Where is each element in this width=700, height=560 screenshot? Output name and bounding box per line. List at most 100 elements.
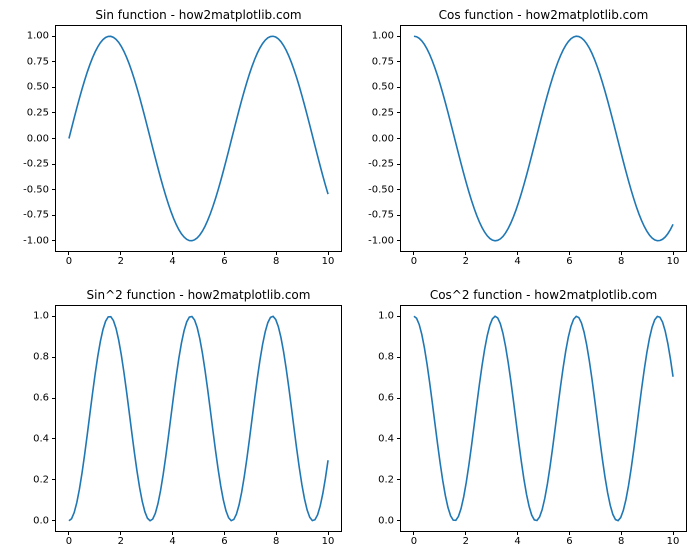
ytick-mark bbox=[52, 164, 56, 165]
line-cos bbox=[401, 26, 686, 251]
ytick-label: 1.00 bbox=[9, 31, 49, 42]
ytick-label: 0.25 bbox=[9, 107, 49, 118]
xtick-label: 10 bbox=[322, 536, 335, 547]
xtick-mark bbox=[224, 531, 225, 535]
xtick-mark bbox=[413, 531, 414, 535]
ytick-label: 0.0 bbox=[354, 515, 394, 526]
ytick-label: 1.0 bbox=[9, 311, 49, 322]
ytick-mark bbox=[52, 438, 56, 439]
xtick-label: 10 bbox=[667, 256, 680, 267]
ytick-label: 0.25 bbox=[354, 107, 394, 118]
ytick-mark bbox=[397, 398, 401, 399]
xtick-label: 8 bbox=[273, 256, 279, 267]
ytick-label: 0.8 bbox=[9, 352, 49, 363]
ytick-mark bbox=[397, 316, 401, 317]
ytick-label: -1.00 bbox=[9, 235, 49, 246]
xtick-mark bbox=[120, 251, 121, 255]
ytick-label: -0.75 bbox=[9, 210, 49, 221]
ytick-mark bbox=[397, 87, 401, 88]
ytick-mark bbox=[52, 138, 56, 139]
xtick-label: 8 bbox=[273, 536, 279, 547]
plot-area-cos: Cos function - how2matplotlib.com 024681… bbox=[400, 25, 687, 252]
ytick-label: 0.50 bbox=[9, 82, 49, 93]
ytick-label: -0.25 bbox=[9, 159, 49, 170]
ytick-label: -0.50 bbox=[354, 184, 394, 195]
ytick-label: 1.0 bbox=[354, 311, 394, 322]
xtick-mark bbox=[621, 251, 622, 255]
ytick-mark bbox=[52, 61, 56, 62]
figure: Sin function - how2matplotlib.com 024681… bbox=[0, 0, 700, 560]
xtick-mark bbox=[621, 531, 622, 535]
xtick-mark bbox=[673, 531, 674, 535]
ytick-mark bbox=[397, 138, 401, 139]
ytick-mark bbox=[397, 189, 401, 190]
xtick-label: 4 bbox=[514, 536, 520, 547]
ytick-mark bbox=[52, 240, 56, 241]
plot-area-sin: Sin function - how2matplotlib.com 024681… bbox=[55, 25, 342, 252]
ytick-label: -0.50 bbox=[9, 184, 49, 195]
ytick-mark bbox=[52, 112, 56, 113]
xtick-label: 6 bbox=[221, 536, 227, 547]
ytick-label: -1.00 bbox=[354, 235, 394, 246]
subplot-cos2: Cos^2 function - how2matplotlib.com 0246… bbox=[400, 305, 685, 530]
xtick-mark bbox=[465, 531, 466, 535]
xtick-mark bbox=[224, 251, 225, 255]
xtick-mark bbox=[172, 251, 173, 255]
xtick-mark bbox=[517, 251, 518, 255]
ytick-label: 0.2 bbox=[354, 474, 394, 485]
ytick-mark bbox=[52, 36, 56, 37]
xtick-mark bbox=[328, 251, 329, 255]
ytick-mark bbox=[52, 189, 56, 190]
xtick-label: 6 bbox=[221, 256, 227, 267]
line-sin bbox=[56, 26, 341, 251]
ytick-mark bbox=[52, 357, 56, 358]
ytick-label: 0.6 bbox=[354, 393, 394, 404]
ytick-label: 0.6 bbox=[9, 393, 49, 404]
xtick-mark bbox=[120, 531, 121, 535]
xtick-label: 10 bbox=[322, 256, 335, 267]
ytick-mark bbox=[397, 479, 401, 480]
ytick-mark bbox=[397, 438, 401, 439]
ytick-mark bbox=[397, 112, 401, 113]
ytick-mark bbox=[397, 36, 401, 37]
ytick-mark bbox=[52, 316, 56, 317]
subplot-sin: Sin function - how2matplotlib.com 024681… bbox=[55, 25, 340, 250]
ytick-mark bbox=[397, 61, 401, 62]
ytick-label: 0.0 bbox=[9, 515, 49, 526]
xtick-label: 8 bbox=[618, 256, 624, 267]
xtick-mark bbox=[276, 251, 277, 255]
ytick-label: 0.50 bbox=[354, 82, 394, 93]
xtick-label: 2 bbox=[463, 536, 469, 547]
ytick-label: 0.8 bbox=[354, 352, 394, 363]
ytick-label: 0.4 bbox=[354, 433, 394, 444]
xtick-mark bbox=[569, 531, 570, 535]
title-cos: Cos function - how2matplotlib.com bbox=[401, 8, 686, 22]
xtick-mark bbox=[517, 531, 518, 535]
xtick-label: 6 bbox=[566, 256, 572, 267]
xtick-label: 2 bbox=[118, 536, 124, 547]
ytick-mark bbox=[52, 215, 56, 216]
ytick-mark bbox=[52, 87, 56, 88]
xtick-mark bbox=[569, 251, 570, 255]
ytick-mark bbox=[52, 479, 56, 480]
ytick-label: -0.75 bbox=[354, 210, 394, 221]
xtick-mark bbox=[673, 251, 674, 255]
ytick-label: 0.00 bbox=[354, 133, 394, 144]
plot-area-sin2: Sin^2 function - how2matplotlib.com 0246… bbox=[55, 305, 342, 532]
ytick-mark bbox=[397, 240, 401, 241]
xtick-label: 0 bbox=[411, 256, 417, 267]
xtick-label: 4 bbox=[169, 256, 175, 267]
subplot-sin2: Sin^2 function - how2matplotlib.com 0246… bbox=[55, 305, 340, 530]
xtick-label: 0 bbox=[411, 536, 417, 547]
ytick-mark bbox=[397, 164, 401, 165]
title-cos2: Cos^2 function - how2matplotlib.com bbox=[401, 288, 686, 302]
xtick-label: 2 bbox=[463, 256, 469, 267]
xtick-mark bbox=[328, 531, 329, 535]
xtick-label: 10 bbox=[667, 536, 680, 547]
xtick-mark bbox=[68, 251, 69, 255]
ytick-label: 0.2 bbox=[9, 474, 49, 485]
subplot-cos: Cos function - how2matplotlib.com 024681… bbox=[400, 25, 685, 250]
plot-area-cos2: Cos^2 function - how2matplotlib.com 0246… bbox=[400, 305, 687, 532]
title-sin2: Sin^2 function - how2matplotlib.com bbox=[56, 288, 341, 302]
xtick-label: 6 bbox=[566, 536, 572, 547]
